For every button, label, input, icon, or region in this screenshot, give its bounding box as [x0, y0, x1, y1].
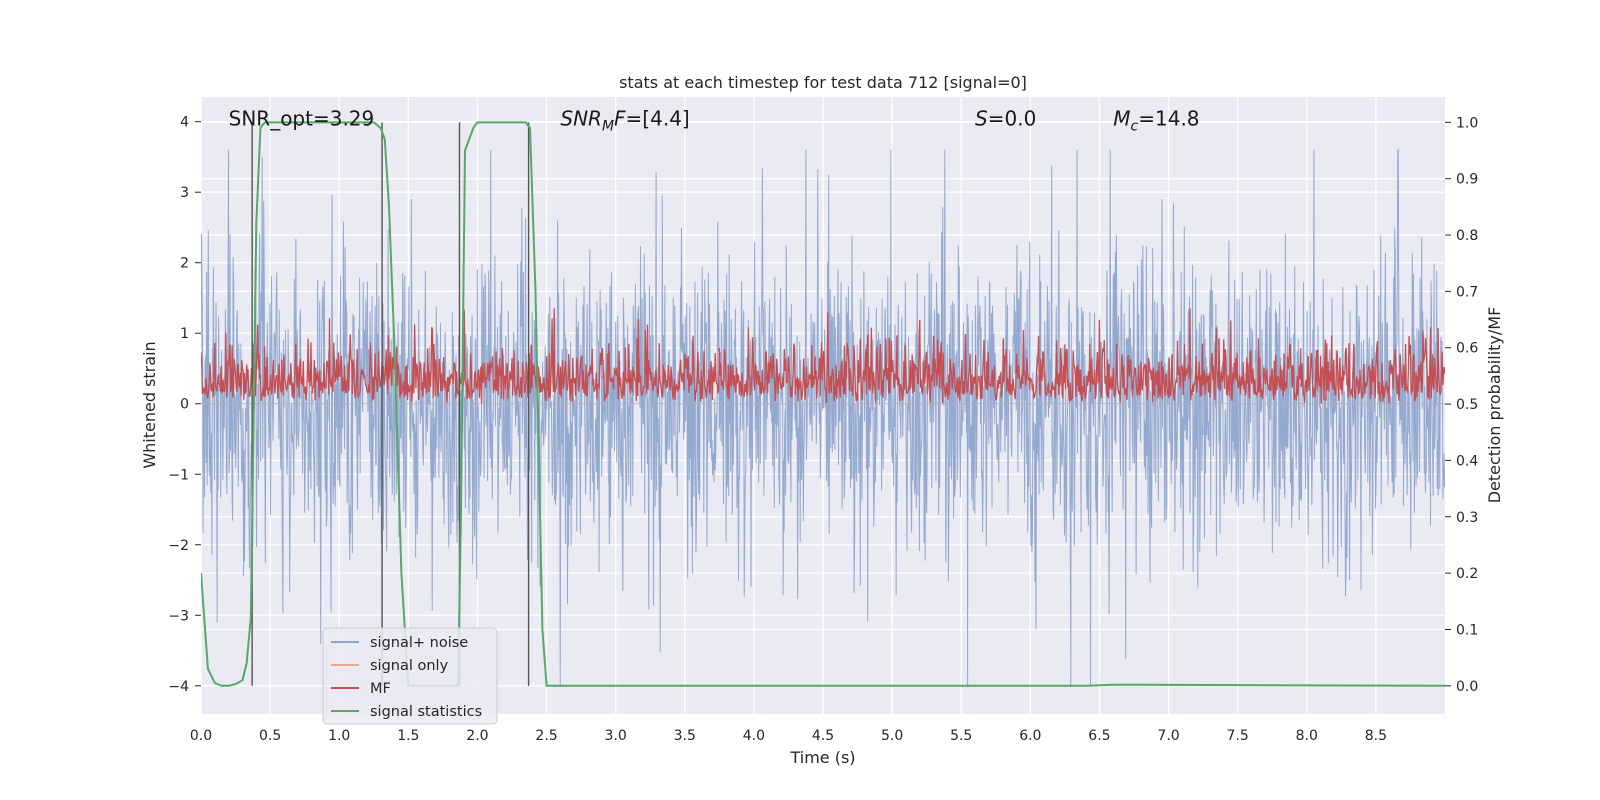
y-right-tick-label: 0.3	[1456, 510, 1478, 526]
legend-label: signal only	[370, 658, 449, 674]
legend-label: MF	[370, 681, 391, 697]
y-left-tick-label: −2	[168, 538, 189, 554]
x-tick-label: 6.0	[1019, 728, 1041, 744]
legend-box	[322, 627, 498, 725]
legend-label: signal statistics	[370, 704, 482, 720]
annotation-text: SNRMF=[4.4]	[560, 107, 689, 135]
y-left-tick-label: −4	[168, 679, 189, 695]
x-tick-label: 8.0	[1296, 728, 1318, 744]
y-right-tick-label: 0.5	[1456, 397, 1478, 413]
x-tick-label: 6.5	[1088, 728, 1110, 744]
x-tick-label: 0.5	[259, 728, 281, 744]
annotations: SNR_opt=3.29 SNRMF=[4.4] S=0.0 Mc=14.8	[229, 107, 1200, 135]
signal-statistics-line	[201, 121, 1445, 687]
y-left-tick-label: 0	[180, 397, 189, 413]
x-tick-label: 2.5	[535, 728, 557, 744]
y-left-tick-label: 3	[180, 185, 189, 201]
y-right-tick-label: 0.7	[1456, 284, 1478, 300]
x-tick-label: 3.0	[605, 728, 627, 744]
y-left-tick-label: 1	[180, 326, 189, 342]
x-axis-label: Time (s)	[789, 748, 855, 767]
x-tick-label: 0.0	[190, 728, 212, 744]
plot-area	[201, 121, 1445, 687]
y-left-tick-label: 2	[180, 256, 189, 272]
x-tick-label: 2.0	[466, 728, 488, 744]
x-tick-label: 4.0	[743, 728, 765, 744]
y-right-tick-label: 0.4	[1456, 453, 1478, 469]
y-right-tick-label: 0.6	[1456, 341, 1478, 357]
y-right-tick-label: 0.9	[1456, 172, 1478, 188]
x-tick-label: 1.0	[328, 728, 350, 744]
y-right-tick-label: 0.0	[1456, 679, 1478, 695]
y-right-tick-label: 0.2	[1456, 566, 1478, 582]
y-axis-label-right: Detection probability/MF	[1485, 307, 1504, 504]
x-tick-label: 5.0	[881, 728, 903, 744]
x-tick-label: 7.0	[1157, 728, 1179, 744]
mf-line	[201, 308, 1445, 404]
legend-label: signal+ noise	[370, 635, 468, 651]
legend: signal+ noise signal only MF signal statist…	[322, 627, 498, 725]
y-right-tick-label: 0.1	[1456, 622, 1478, 638]
chart-title: stats at each timestep for test data 712…	[619, 73, 1027, 92]
y-left-tick-label: −1	[168, 467, 189, 483]
y-right-tick-label: 0.8	[1456, 228, 1478, 244]
annotation-text: Mc=14.8	[1113, 107, 1199, 135]
x-tick-label: 5.5	[950, 728, 972, 744]
y-axis-label-left: Whitened strain	[140, 341, 159, 468]
annotation-text: S=0.0	[975, 107, 1036, 131]
x-tick-label: 7.5	[1227, 728, 1249, 744]
x-tick-label: 3.5	[674, 728, 696, 744]
x-tick-label: 8.5	[1365, 728, 1387, 744]
y-left-tick-label: −3	[168, 608, 189, 624]
x-tick-label: 4.5	[812, 728, 834, 744]
x-tick-label: 1.5	[397, 728, 419, 744]
y-left-tick-label: 4	[180, 115, 189, 131]
y-right-tick-label: 1.0	[1456, 115, 1478, 131]
annotation-text: SNR_opt=3.29	[229, 107, 375, 131]
ticks: 0.0 0.5 1.0 1.5 2.0 2.5 3.0 3.5 4.0 4.5 5.0 5.5 6.0 6…	[168, 115, 1478, 744]
